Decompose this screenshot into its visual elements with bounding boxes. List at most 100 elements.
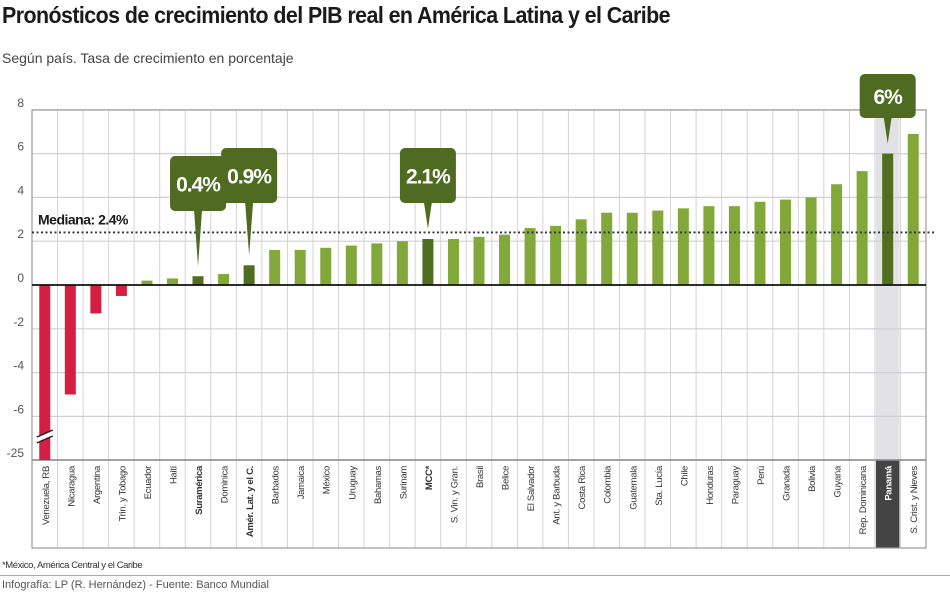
x-tick-label: Costa Rica <box>577 465 588 509</box>
axis-break-mark-gap <box>35 431 54 442</box>
x-tick-label: Argentina <box>92 465 103 504</box>
x-tick-label: Barbados <box>271 465 282 504</box>
bar-honduras <box>703 206 715 285</box>
y-tick-label: -25 <box>7 446 25 460</box>
x-tick-label: Trin. y Tobago <box>117 466 128 521</box>
x-tick-label: Belice <box>501 466 512 490</box>
bar-venezuela-rb <box>39 285 51 460</box>
x-tick-label: Chile <box>679 466 690 486</box>
bar-el-salvador <box>524 228 536 285</box>
bar-surinam <box>396 241 408 285</box>
x-tick-label: S. Crist. y Nieves <box>909 465 920 533</box>
callout-label: 6% <box>874 86 904 109</box>
bar-argentina <box>90 285 102 314</box>
bar-panam- <box>882 153 894 285</box>
callout-box <box>170 156 227 211</box>
y-tick-label: -4 <box>13 359 24 373</box>
y-tick-label: 6 <box>17 140 24 154</box>
callout: 0.4% <box>170 156 227 267</box>
bar-chart: 8 6 4 2 0 -2 -4 -6 -25 Mediana: 2.4% Venezuela, RB… <box>7 74 935 549</box>
callout-box <box>859 74 916 118</box>
bar-brasil <box>473 236 485 285</box>
callout-label: 0.4% <box>176 174 221 197</box>
bar-ecuador <box>141 280 153 285</box>
callout-pointer <box>883 117 892 144</box>
bar-ant-y-barbuda <box>550 225 562 285</box>
x-tick-label: Jamaica <box>296 465 307 499</box>
x-tick-label: Venezuela, RB <box>41 466 52 525</box>
axis-break-mark <box>36 435 54 444</box>
x-tick-label: Ant. y Barbuda <box>552 465 563 525</box>
bar-hait- <box>166 278 178 285</box>
x-tick-label: Colombia <box>603 465 614 504</box>
bar-dominica <box>218 274 230 285</box>
x-tick-label: Rep. Dominicana <box>858 465 869 534</box>
footnote: *México, América Central y el Caribe <box>2 560 143 571</box>
y-tick-label: 0 <box>17 271 24 285</box>
bar-nicaragua <box>64 285 76 395</box>
bar-per- <box>754 201 766 285</box>
x-tick-label: Granada <box>782 465 793 501</box>
bar-paraguay <box>728 206 740 285</box>
x-tick-label: El Salvador <box>526 466 537 511</box>
credit: Infografía: LP (R. Hernández) - Fuente: … <box>2 579 269 591</box>
x-tick-label: Ecuador <box>143 466 154 499</box>
callout-pointer <box>194 210 203 267</box>
divider <box>0 575 950 576</box>
plot-frame <box>31 109 927 549</box>
x-tick-label: Paraguay <box>730 465 741 504</box>
bar-sta-luc-a <box>652 210 664 285</box>
callout-label: 0.9% <box>227 166 272 189</box>
bar-costa-rica <box>575 219 587 285</box>
x-tick-label: Uruguay <box>347 465 358 499</box>
bar-s-crist-y-nieves <box>907 133 919 285</box>
bar-s-vin-y-gran- <box>447 239 459 285</box>
bar-uruguay <box>345 245 357 285</box>
x-tick-label: Guyana <box>833 465 844 497</box>
highlight-label-background <box>875 460 900 548</box>
bar-granada <box>780 199 792 285</box>
y-tick-label: -6 <box>13 402 24 416</box>
bar-jamaica <box>294 249 306 285</box>
x-tick-label: Bahamas <box>373 465 384 504</box>
callout: 2.1% <box>399 148 456 230</box>
x-tick-label: Dominica <box>220 465 231 503</box>
bar-trin-y-tobago <box>115 285 127 296</box>
callout-label: 2.1% <box>406 166 451 189</box>
bar-rep-dominicana <box>856 171 868 285</box>
callout-pointer <box>245 202 254 256</box>
callout: 6% <box>859 74 916 144</box>
x-tick-label: Guatemala <box>628 465 639 510</box>
callout-box <box>399 148 456 203</box>
bar-suram-rica <box>192 276 204 285</box>
y-tick-label: 8 <box>17 96 24 110</box>
x-tick-label: Bolivia <box>807 465 818 492</box>
axis-break-mark <box>36 429 54 438</box>
x-tick-label: Perú <box>756 466 767 485</box>
bar-guyana <box>831 184 843 285</box>
x-tick-label: México <box>322 466 333 494</box>
bar-chile <box>677 208 689 285</box>
x-tick-label: Haití <box>168 465 179 484</box>
bar-colombia <box>601 212 613 285</box>
median-label: Mediana: 2.4% <box>38 211 129 227</box>
callout-pointer <box>423 202 432 230</box>
callout-box <box>221 148 278 203</box>
y-tick-label: -2 <box>13 315 24 329</box>
x-tick-label: MCC* <box>424 465 435 490</box>
x-tick-label: Brasil <box>475 466 486 488</box>
bar-mcc- <box>422 239 434 285</box>
bar-guatemala <box>626 212 638 285</box>
bar-belice <box>499 234 511 285</box>
x-tick-label: Suramérica <box>194 465 205 515</box>
x-tick-label: Sta. Lucía <box>654 465 665 506</box>
bar-bolivia <box>805 197 817 285</box>
callout: 0.9% <box>221 148 278 256</box>
y-tick-label: 4 <box>17 183 24 197</box>
x-tick-label: Honduras <box>705 465 716 504</box>
x-tick-label: Panamá <box>884 465 895 501</box>
x-tick-label: S. Vin. y Gran. <box>449 466 460 523</box>
chart-title: Pronósticos de crecimiento del PIB real … <box>2 2 671 28</box>
x-tick-label: Amér. Lat. y el C. <box>245 466 256 537</box>
bar-barbados <box>269 249 281 285</box>
